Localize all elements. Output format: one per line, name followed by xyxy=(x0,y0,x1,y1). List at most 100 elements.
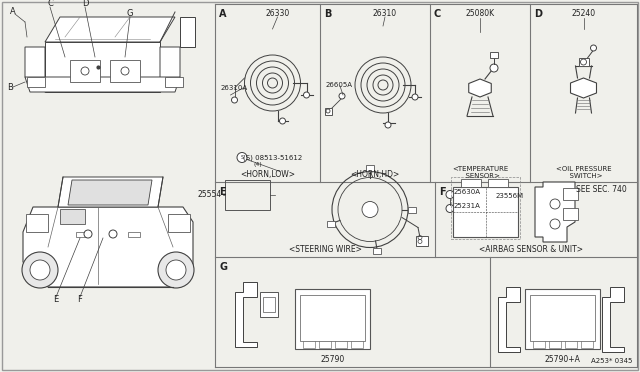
Bar xyxy=(563,208,578,220)
Text: (S) 08513-51612: (S) 08513-51612 xyxy=(243,154,302,161)
Text: E: E xyxy=(53,295,59,305)
Circle shape xyxy=(232,97,237,103)
Polygon shape xyxy=(58,177,163,207)
Bar xyxy=(453,187,518,237)
Circle shape xyxy=(121,67,129,75)
Bar xyxy=(351,341,363,348)
Bar xyxy=(168,214,190,232)
Circle shape xyxy=(30,260,50,280)
Polygon shape xyxy=(180,17,195,47)
Bar xyxy=(451,177,520,239)
Bar xyxy=(326,221,335,227)
Text: 26330: 26330 xyxy=(266,10,290,19)
Text: E: E xyxy=(219,187,226,197)
Circle shape xyxy=(362,202,378,218)
Bar xyxy=(76,232,88,237)
Polygon shape xyxy=(160,47,180,92)
Text: <AIRBAG SENSOR & UNIT>: <AIRBAG SENSOR & UNIT> xyxy=(479,244,583,253)
Circle shape xyxy=(591,45,596,51)
Bar xyxy=(581,341,593,348)
Circle shape xyxy=(550,199,560,209)
Text: S: S xyxy=(241,155,244,160)
Polygon shape xyxy=(25,47,45,92)
Circle shape xyxy=(490,64,498,72)
Bar xyxy=(530,295,595,341)
Text: SWITCH>: SWITCH> xyxy=(564,173,602,179)
Text: 25554: 25554 xyxy=(198,190,222,199)
Bar xyxy=(565,341,577,348)
Bar xyxy=(408,206,416,212)
Text: 25790: 25790 xyxy=(321,355,344,363)
Circle shape xyxy=(446,205,454,212)
Bar xyxy=(488,179,508,187)
Text: A253* 0345: A253* 0345 xyxy=(591,358,632,364)
Circle shape xyxy=(580,59,586,65)
Bar xyxy=(366,164,374,170)
Text: SEE SEC. 740: SEE SEC. 740 xyxy=(576,186,627,195)
Bar xyxy=(165,77,183,87)
Bar xyxy=(263,297,275,312)
Text: F: F xyxy=(439,187,445,197)
Polygon shape xyxy=(68,180,152,205)
Bar xyxy=(26,214,48,232)
Bar xyxy=(60,209,85,224)
Bar xyxy=(461,179,481,187)
Polygon shape xyxy=(235,282,257,347)
Text: 26310: 26310 xyxy=(373,10,397,19)
Text: <HORN,LOW>: <HORN,LOW> xyxy=(240,170,295,179)
Circle shape xyxy=(303,92,310,98)
Text: 26310A: 26310A xyxy=(221,85,248,91)
Bar xyxy=(416,235,428,246)
Polygon shape xyxy=(23,207,193,287)
Circle shape xyxy=(237,153,247,163)
Polygon shape xyxy=(468,79,492,97)
Text: 25240: 25240 xyxy=(572,10,596,19)
Circle shape xyxy=(385,122,391,128)
Circle shape xyxy=(446,190,454,199)
Text: 26605A: 26605A xyxy=(326,82,353,88)
Circle shape xyxy=(81,67,89,75)
Text: 25080K: 25080K xyxy=(465,10,495,19)
Text: C: C xyxy=(47,0,53,9)
Circle shape xyxy=(109,230,117,238)
Text: SENSOR>: SENSOR> xyxy=(461,173,499,179)
Polygon shape xyxy=(535,182,575,242)
Bar xyxy=(70,60,100,82)
Text: D: D xyxy=(534,9,542,19)
Polygon shape xyxy=(45,42,160,92)
Circle shape xyxy=(158,252,194,288)
Bar xyxy=(549,341,561,348)
Bar xyxy=(300,295,365,341)
Text: (4): (4) xyxy=(253,162,262,167)
Circle shape xyxy=(22,252,58,288)
Text: <OIL PRESSURE: <OIL PRESSURE xyxy=(556,166,611,172)
Bar xyxy=(579,58,589,66)
Text: D: D xyxy=(82,0,88,9)
Bar xyxy=(260,292,278,317)
Bar xyxy=(303,341,315,348)
Bar xyxy=(325,108,332,115)
Text: 25790+A: 25790+A xyxy=(545,355,580,363)
Bar xyxy=(563,188,578,200)
Circle shape xyxy=(166,260,186,280)
Text: <HORN,HD>: <HORN,HD> xyxy=(350,170,399,179)
Bar xyxy=(128,232,140,237)
Bar xyxy=(110,60,140,82)
Polygon shape xyxy=(570,78,596,98)
Bar xyxy=(27,77,45,87)
Bar xyxy=(295,289,370,349)
Text: C: C xyxy=(434,9,441,19)
Text: A: A xyxy=(219,9,227,19)
Circle shape xyxy=(280,118,285,124)
Circle shape xyxy=(84,230,92,238)
Text: G: G xyxy=(219,262,227,272)
Text: <TEMPERATURE: <TEMPERATURE xyxy=(452,166,508,172)
Text: B: B xyxy=(324,9,332,19)
Text: <STEERING WIRE>: <STEERING WIRE> xyxy=(289,244,362,253)
Circle shape xyxy=(412,94,418,100)
Text: 23556M: 23556M xyxy=(496,193,524,199)
Text: G: G xyxy=(127,10,133,19)
Bar xyxy=(225,180,270,209)
Text: 25231A: 25231A xyxy=(454,203,481,209)
Bar xyxy=(533,341,545,348)
